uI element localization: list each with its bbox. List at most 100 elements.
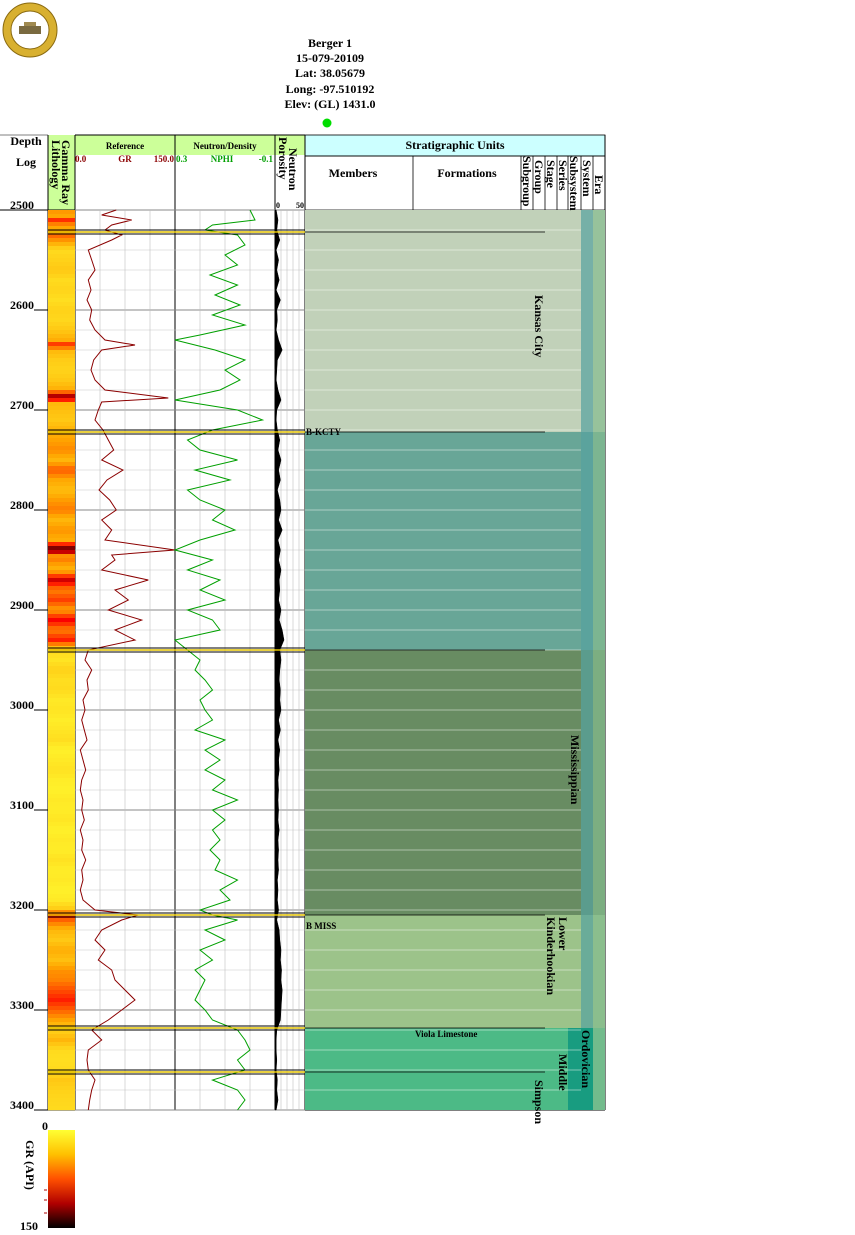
lithology-band <box>48 710 75 715</box>
lithology-band <box>48 294 75 299</box>
lithology-band <box>48 922 75 927</box>
lithology-band <box>48 498 75 503</box>
system-column-fill-0 <box>581 210 593 1110</box>
lithology-band <box>48 370 75 375</box>
formation-label: Viola Limestone <box>415 1029 477 1039</box>
system-unit-label: Ordovician <box>579 1030 593 1088</box>
lithology-band <box>48 414 75 419</box>
lithology-band <box>48 846 75 851</box>
lithology-band <box>48 566 75 571</box>
lithology-band <box>48 450 75 455</box>
api-number: 15-079-20109 <box>296 51 364 66</box>
lithology-track <box>48 210 75 1111</box>
porosity-header-bg <box>275 135 305 155</box>
lithology-band <box>48 906 75 911</box>
lithology-band <box>48 346 75 351</box>
lithology-band <box>48 726 75 731</box>
lithology-title: Lithology <box>49 140 63 189</box>
lithology-band <box>48 878 75 883</box>
lithology-band <box>48 494 75 499</box>
lithology-band <box>48 698 75 703</box>
lithology-band <box>48 998 75 1003</box>
lithology-band <box>48 934 75 939</box>
lithology-band <box>48 674 75 679</box>
neutron-density-header-bg <box>175 135 275 155</box>
lithology-band <box>48 970 75 975</box>
lithology-band <box>48 1038 75 1043</box>
lithology-band <box>48 714 75 719</box>
lithology-band <box>48 578 75 583</box>
gr-scale-label: GR <box>118 154 132 164</box>
lithology-band <box>48 462 75 467</box>
lithology-band <box>48 838 75 843</box>
lithology-band <box>48 886 75 891</box>
lithology-band <box>48 358 75 363</box>
lithology-band <box>48 910 75 915</box>
lithology-band <box>48 1014 75 1019</box>
depth-tick-label: 3200 <box>10 898 34 912</box>
lithology-band <box>48 534 75 539</box>
lithology-band <box>48 978 75 983</box>
lithology-band <box>48 662 75 667</box>
colorbar-max: 150 <box>20 1219 38 1233</box>
lithology-band <box>48 518 75 523</box>
lithology-band <box>48 1062 75 1067</box>
lithology-band <box>48 866 75 871</box>
lithology-band <box>48 914 75 919</box>
lithology-band <box>48 778 75 783</box>
lithology-band <box>48 1050 75 1055</box>
lithology-band <box>48 1098 75 1103</box>
lithology-band <box>48 858 75 863</box>
series-title: Series <box>556 160 570 191</box>
lithology-band <box>48 394 75 399</box>
lithology-band <box>48 318 75 323</box>
lithology-band <box>48 582 75 587</box>
lithology-band <box>48 1030 75 1035</box>
depth-column-title: Depth <box>10 134 42 148</box>
lithology-band <box>48 774 75 779</box>
lithology-band <box>48 542 75 547</box>
formations-title: Formations <box>437 166 497 180</box>
lithology-band <box>48 446 75 451</box>
lithology-band <box>48 850 75 855</box>
lithology-band <box>48 378 75 383</box>
lithology-band <box>48 730 75 735</box>
lithology-band <box>48 434 75 439</box>
lithology-band <box>48 354 75 359</box>
porosity-title: Porosity <box>276 137 290 179</box>
lithology-band <box>48 410 75 415</box>
lithology-band <box>48 962 75 967</box>
depth-tick-label: 2600 <box>10 298 34 312</box>
lithology-band <box>48 830 75 835</box>
grid <box>75 209 581 1111</box>
lithology-band <box>48 314 75 319</box>
depth-tick-label: 3000 <box>10 698 34 712</box>
gamma-ray-title: Gamma Ray <box>59 140 73 205</box>
lithology-band <box>48 1094 75 1099</box>
lithology-band <box>48 586 75 591</box>
lithology-band <box>48 454 75 459</box>
lithology-band <box>48 298 75 303</box>
lithology-band <box>48 750 75 755</box>
lithology-band <box>48 754 75 759</box>
lithology-band <box>48 974 75 979</box>
lithology-band <box>48 762 75 767</box>
colorbar-label: GR (API) <box>23 1140 37 1190</box>
series-unit-label: Lower <box>556 917 570 951</box>
lithology-band <box>48 746 75 751</box>
lithology-band <box>48 558 75 563</box>
lithology-band <box>48 702 75 707</box>
lithology-band <box>48 590 75 595</box>
lithology-band <box>48 502 75 507</box>
lithology-band <box>48 426 75 431</box>
group-title: Group <box>532 160 546 194</box>
lith-header-bg <box>48 135 75 210</box>
lithology-band <box>48 990 75 995</box>
porosity-fill <box>274 209 285 1111</box>
lithology-band <box>48 1074 75 1079</box>
strat-interval-0 <box>305 210 605 432</box>
lithology-band <box>48 538 75 543</box>
strat-interval-3 <box>305 915 605 1028</box>
lithology-band <box>48 266 75 271</box>
